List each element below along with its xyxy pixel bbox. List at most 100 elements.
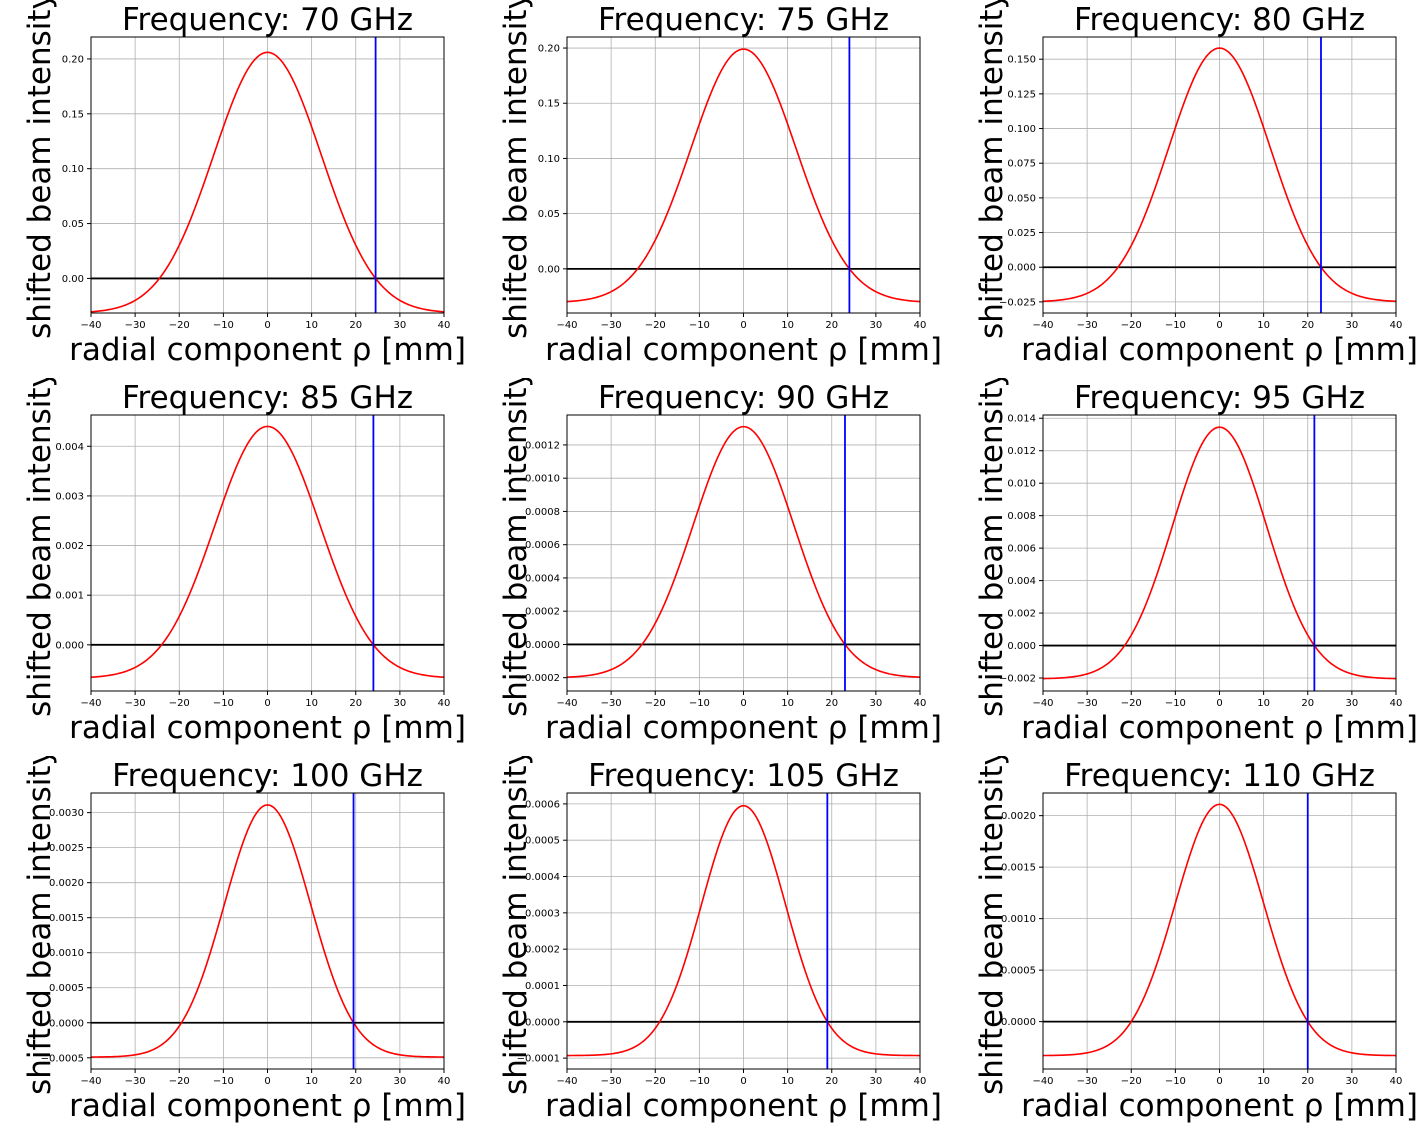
chart-title: Frequency: 105 GHz bbox=[588, 758, 899, 794]
x-tick-label: −10 bbox=[689, 698, 710, 709]
chart-panel: −40 −30 −20 −10 0 10 20 30 40 0.0000 0.0005 0.0010 0… bbox=[974, 756, 1418, 1124]
x-tick-label: −10 bbox=[1165, 320, 1186, 331]
x-tick-label: −30 bbox=[601, 320, 622, 331]
y-axis-label: shifted beam intensity bbox=[498, 378, 534, 717]
x-tick-label: 0 bbox=[740, 320, 746, 331]
y-tick-label: 0.0000 bbox=[1001, 1017, 1036, 1028]
grid bbox=[567, 793, 920, 1069]
x-axis-label: radial component ρ [mm] bbox=[545, 710, 942, 746]
x-tick-label: −40 bbox=[1032, 320, 1053, 331]
x-tick-label: −30 bbox=[1077, 698, 1098, 709]
y-tick-label: 0.000 bbox=[1007, 263, 1036, 274]
x-tick-label: 40 bbox=[438, 1076, 451, 1087]
x-tick-label: 0 bbox=[740, 698, 746, 709]
y-tick-label: 0.010 bbox=[1007, 479, 1036, 490]
series-line bbox=[1042, 47, 1397, 303]
y-tick-label: 0.004 bbox=[1007, 576, 1036, 587]
x-tick-label: 40 bbox=[438, 698, 451, 709]
x-tick-label: −30 bbox=[601, 698, 622, 709]
chart-title: Frequency: 110 GHz bbox=[1064, 758, 1375, 794]
x-axis-label: radial component ρ [mm] bbox=[545, 332, 942, 368]
y-tick-label: 0.003 bbox=[55, 491, 84, 502]
y-tick-label: 0.10 bbox=[62, 164, 84, 175]
grid bbox=[1043, 415, 1396, 691]
chart-title: Frequency: 80 GHz bbox=[1074, 2, 1365, 38]
y-tick-label: 0.000 bbox=[1007, 641, 1036, 652]
series-line bbox=[1042, 803, 1397, 1057]
x-tick-label: −20 bbox=[645, 698, 666, 709]
y-tick-label: −0.0005 bbox=[41, 1053, 84, 1064]
grid bbox=[1043, 793, 1396, 1069]
x-tick-label: −30 bbox=[125, 698, 146, 709]
x-tick-label: 20 bbox=[1301, 1076, 1314, 1087]
y-tick-label: −0.0002 bbox=[517, 673, 560, 684]
x-tick-label: 0 bbox=[1216, 320, 1222, 331]
y-tick-label: 0.125 bbox=[1007, 89, 1036, 100]
series-line bbox=[1042, 426, 1397, 680]
x-tick-label: 20 bbox=[349, 1076, 362, 1087]
y-tick-label: 0.0020 bbox=[1001, 811, 1036, 822]
x-tick-label: −20 bbox=[1121, 698, 1142, 709]
x-tick-label: −30 bbox=[125, 1076, 146, 1087]
chart-panel: −40 −30 −20 −10 0 10 20 30 40 0.000 0.001 0.002 0.00… bbox=[22, 378, 466, 746]
x-axis-label: radial component ρ [mm] bbox=[1021, 1088, 1418, 1124]
y-tick-label: 0.012 bbox=[1007, 446, 1036, 457]
y-tick-label: 0.10 bbox=[538, 154, 560, 165]
x-tick-label: −20 bbox=[1121, 1076, 1142, 1087]
y-tick-label: 0.0010 bbox=[49, 948, 84, 959]
x-tick-label: 30 bbox=[870, 1076, 883, 1087]
chart-title: Frequency: 90 GHz bbox=[598, 380, 889, 416]
y-tick-label: 0.002 bbox=[55, 541, 84, 552]
y-tick-label: 0.002 bbox=[1007, 609, 1036, 620]
y-axis-label: shifted beam intensity bbox=[974, 0, 1010, 339]
x-tick-label: 40 bbox=[438, 320, 451, 331]
x-tick-label: 10 bbox=[1257, 1076, 1270, 1087]
x-tick-label: 10 bbox=[1257, 320, 1270, 331]
y-tick-label: −0.0001 bbox=[517, 1054, 560, 1065]
x-axis-label: radial component ρ [mm] bbox=[69, 1088, 466, 1124]
y-tick-label: 0.025 bbox=[1007, 228, 1036, 239]
y-tick-label: 0.050 bbox=[1007, 193, 1036, 204]
grid bbox=[91, 793, 444, 1069]
x-tick-label: 10 bbox=[1257, 698, 1270, 709]
y-tick-label: 0.20 bbox=[538, 44, 560, 55]
x-tick-label: 40 bbox=[914, 698, 927, 709]
x-tick-label: 0 bbox=[1216, 698, 1222, 709]
y-axis-label: shifted beam intensity bbox=[498, 756, 534, 1095]
x-tick-label: −20 bbox=[645, 320, 666, 331]
x-tick-label: 10 bbox=[305, 698, 318, 709]
series-line bbox=[90, 51, 445, 313]
chart-panel: −40 −30 −20 −10 0 10 20 30 40 −0.0002 0.0000 0.0002… bbox=[498, 378, 942, 746]
x-tick-label: 30 bbox=[870, 320, 883, 331]
x-tick-label: −40 bbox=[80, 698, 101, 709]
x-axis-label: radial component ρ [mm] bbox=[1021, 332, 1418, 368]
y-tick-label: 0.00 bbox=[62, 274, 84, 285]
y-tick-label: 0.0030 bbox=[49, 808, 84, 819]
y-tick-label: 0.0015 bbox=[1001, 863, 1036, 874]
x-tick-label: −20 bbox=[169, 698, 190, 709]
grid bbox=[91, 415, 444, 691]
series-line bbox=[566, 48, 921, 303]
x-tick-label: −10 bbox=[1165, 1076, 1186, 1087]
x-tick-label: 40 bbox=[1390, 1076, 1403, 1087]
x-tick-label: −20 bbox=[645, 1076, 666, 1087]
x-axis-label: radial component ρ [mm] bbox=[69, 332, 466, 368]
y-tick-label: 0.006 bbox=[1007, 544, 1036, 555]
y-tick-label: 0.15 bbox=[62, 109, 84, 120]
chart-panel: −40 −30 −20 −10 0 10 20 30 40 0.00 0.05 0.10 0.15 0.2… bbox=[22, 0, 466, 368]
y-tick-label: 0.0002 bbox=[525, 607, 560, 618]
x-tick-label: 0 bbox=[264, 1076, 270, 1087]
y-tick-label: 0.05 bbox=[538, 209, 560, 220]
y-tick-label: −0.025 bbox=[999, 297, 1036, 308]
x-tick-label: 30 bbox=[1346, 320, 1359, 331]
x-tick-label: 20 bbox=[1301, 698, 1314, 709]
y-tick-label: 0.0006 bbox=[525, 799, 560, 810]
chart-panel: −40 −30 −20 −10 0 10 20 30 40 −0.0005 0.0000 0.0005… bbox=[22, 756, 466, 1124]
y-tick-label: 0.0004 bbox=[525, 872, 560, 883]
chart-title: Frequency: 70 GHz bbox=[122, 2, 413, 38]
y-tick-label: 0.0010 bbox=[1001, 914, 1036, 925]
y-tick-label: 0.004 bbox=[55, 442, 84, 453]
y-tick-label: 0.0006 bbox=[525, 540, 560, 551]
chart-title: Frequency: 85 GHz bbox=[122, 380, 413, 416]
